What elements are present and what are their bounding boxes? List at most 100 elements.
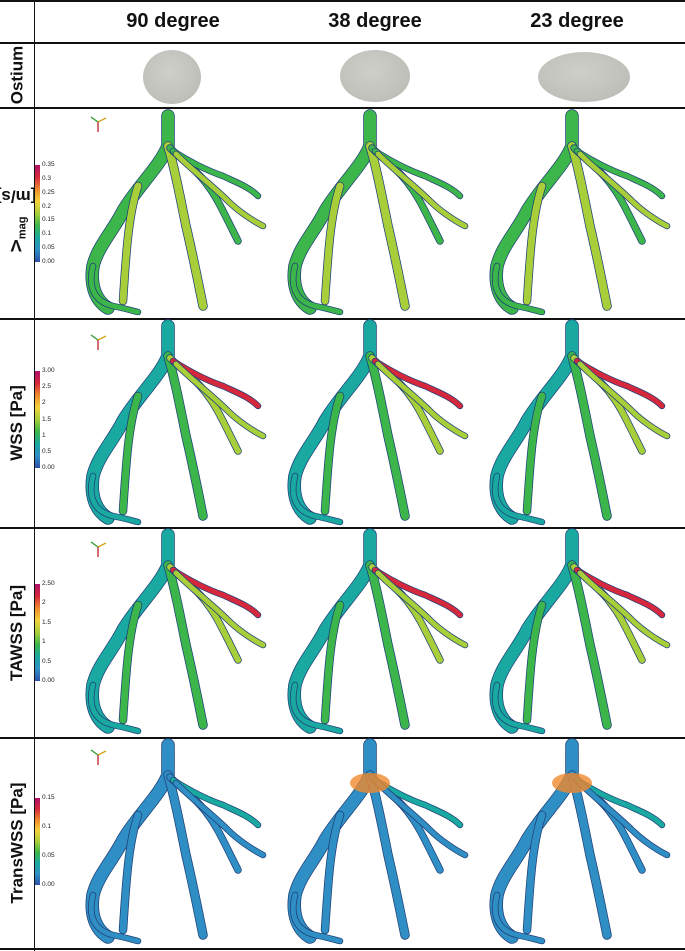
vessel-branch [88,473,141,525]
colorbar-tick-label: 0.00 [42,464,55,471]
colorbar-tick-label: 1 [42,638,46,646]
vessel-branch [290,682,343,734]
column-header-38: 38 degree [328,10,422,32]
vessel-branch [164,142,207,310]
vessel-branch [164,352,207,520]
hotspot [552,773,592,793]
divider [0,737,685,739]
divider [0,948,685,950]
colorbar-tick-label: 0.1 [42,823,52,830]
vessel-branch [290,263,343,315]
colorbar-vmag [35,165,40,262]
divider [0,0,685,2]
vessel-branch [173,570,266,648]
colorbar-tick-label: 1.5 [42,618,52,626]
vessel-branch [577,780,670,858]
vessel-branch [119,182,142,305]
colorbar-wss [35,371,40,468]
colorbar-tick-label: 1 [42,431,46,439]
divider [0,318,685,320]
ostium-90 [143,50,201,104]
colorbar-tick-label: 0.00 [42,258,55,265]
vessel-branch [375,570,468,648]
colorbar-tick-label: 2 [42,399,46,407]
vessel-branch [577,151,670,229]
vessel-branch [170,358,261,409]
vessel-branch [88,892,141,944]
ostium-23 [538,52,630,102]
vessel-branch [173,151,266,229]
ostium-38 [340,50,410,102]
vessel-tree-3-1 [287,528,469,735]
column-header-90: 90 degree [126,10,220,32]
vessel-branch [321,811,344,934]
column-header-23: 23 degree [530,10,624,32]
colorbar-tick-label: 0.5 [42,447,52,455]
vessel-branch [170,148,261,199]
vessel-branch [577,361,670,439]
vessel-branch [119,601,142,724]
vessel-branch [492,892,545,944]
vessel-tree-1-2 [489,109,671,316]
vessel-branch [170,777,261,828]
vessel-branch [372,358,463,409]
divider [0,107,685,109]
vessel-tree-4-1 [287,738,469,945]
vessel-tree-3-0 [85,528,267,735]
vessel-branch [523,182,546,305]
vessel-branch [173,780,266,858]
vessel-branch [574,148,665,199]
colorbar-tick-label: 2.50 [42,580,55,587]
colorbar-tick-label: 0.25 [42,188,55,196]
vessel-tree-4-0 [85,738,267,945]
divider [0,42,685,44]
hotspot [350,773,390,793]
vessel-branch [119,811,142,934]
vessel-branch [366,142,409,310]
vessel-branch [492,473,545,525]
vessel-tree-2-0 [85,319,267,526]
vessel-branch [568,142,611,310]
orientation-axes-icon [90,334,107,350]
vessel-branch [574,358,665,409]
vessel-branch [321,601,344,724]
vessel-branch [119,392,142,515]
vessel-tree-4-2 [489,738,671,945]
vessel-branch [492,682,545,734]
vessel-branch [568,561,611,729]
vessel-branch [170,567,261,618]
vessel-branch [366,352,409,520]
vessel-branch [321,182,344,305]
vessel-branch [321,392,344,515]
colorbar-tick-label: 0.1 [42,230,52,238]
colorbar-transwss [35,798,40,885]
colorbar-tick-label: 0.35 [42,161,55,168]
vessel-branch [372,567,463,618]
vessel-branch [372,777,463,828]
vessel-tree-3-2 [489,528,671,735]
orientation-axes-icon [90,541,107,557]
vessel-branch [164,561,207,729]
vessel-tree-2-1 [287,319,469,526]
colorbar-tick-label: 0.00 [42,677,55,684]
vessel-branch [523,811,546,934]
colorbar-tick-label: 0.5 [42,657,52,665]
vessel-branch [366,771,409,939]
vessel-branch [574,777,665,828]
vessel-branch [577,570,670,648]
vessel-branch [88,682,141,734]
vessel-tree-2-2 [489,319,671,526]
colorbar-tick-label: 1.5 [42,415,52,423]
vessel-tree-1-0 [85,109,267,316]
colorbar-tick-label: 2 [42,599,46,607]
vessel-tree-1-1 [287,109,469,316]
vessel-branch [173,361,266,439]
vessel-branch [523,601,546,724]
colorbar-tick-label: 0.3 [42,174,52,182]
vessel-branch [88,263,141,315]
vessel-branch [372,148,463,199]
colorbar-tick-label: 0.00 [42,881,55,888]
label-divider [34,0,35,951]
